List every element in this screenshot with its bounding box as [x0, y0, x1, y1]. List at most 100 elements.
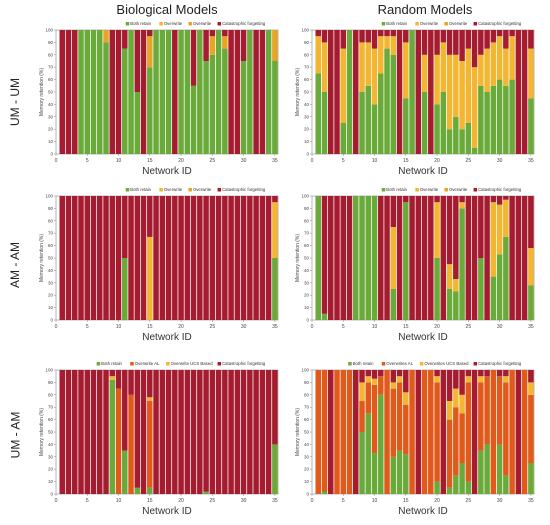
bar-segment: [272, 370, 278, 445]
bar-segment: [478, 85, 484, 154]
bar-segment: [371, 48, 378, 105]
bar-segment: [340, 123, 347, 154]
legend-label: Overwrite AL: [135, 361, 160, 366]
bar-segment: [415, 30, 422, 154]
bar-segment: [240, 196, 247, 320]
bar-segment: [503, 475, 509, 494]
bar-segment: [390, 54, 397, 154]
y-tick-label: 10: [304, 139, 310, 144]
bar-segment: [378, 394, 384, 494]
bar-segment: [390, 36, 397, 55]
y-tick-label: 80: [304, 52, 310, 57]
bar-segment: [203, 30, 209, 61]
bar-segment: [90, 196, 97, 320]
bar-segment: [434, 104, 440, 154]
y-tick-label: 30: [304, 280, 310, 285]
bar-segment: [496, 196, 503, 205]
bar-segment: [359, 370, 365, 383]
bar-segment: [528, 98, 534, 154]
legend-label: Overwrite: [420, 21, 439, 26]
bar-segment: [415, 370, 422, 494]
bar-segment: [147, 401, 153, 488]
bar-segment: [528, 48, 534, 99]
bar-segment: [328, 370, 334, 494]
bar-segment: [153, 370, 159, 494]
legend-swatch: [125, 22, 130, 26]
chart-panel-am-am-bio: 0 10 20 30 40 50 60 70 80 90 100 Memory retention (…: [34, 184, 286, 343]
bar-segment: [134, 487, 141, 494]
bar-segment: [403, 196, 409, 203]
bar-segment: [247, 30, 253, 154]
y-tick-label: 50: [304, 90, 310, 95]
bar-segment: [72, 30, 78, 154]
bar-segment: [390, 30, 397, 37]
row-label-um-am: UM - AM: [0, 375, 30, 495]
bar-segment: [378, 30, 384, 37]
legend-label: Catastrophic forgetting: [222, 187, 266, 192]
bar-segment: [528, 370, 534, 383]
bar-segment: [153, 30, 159, 154]
bar-segment: [509, 36, 515, 80]
bar-segment: [222, 48, 228, 154]
x-tick-label: 35: [272, 158, 278, 164]
bar-segment: [153, 196, 159, 320]
bar-segment: [122, 48, 128, 154]
y-tick-label: 60: [48, 417, 54, 422]
y-tick-label: 80: [48, 392, 54, 397]
bar-segment: [128, 394, 134, 494]
bar-segment: [84, 30, 91, 154]
y-tick-label: 90: [304, 380, 310, 385]
bar-segment: [446, 196, 453, 265]
bar-segment: [209, 196, 216, 320]
bar-segment: [384, 36, 390, 49]
bar-segment: [403, 202, 409, 320]
y-tick-label: 90: [304, 206, 310, 211]
bar-segment: [503, 48, 509, 86]
bar-segment: [403, 392, 409, 405]
bar-segment: [515, 370, 522, 494]
y-tick-label: 80: [304, 392, 310, 397]
bar-segment: [321, 313, 328, 320]
bar-segment: [59, 196, 66, 320]
x-tick-label: 10: [116, 498, 122, 504]
y-tick-label: 0: [306, 492, 309, 497]
y-tick-label: 50: [304, 430, 310, 435]
bar-segment: [465, 48, 472, 123]
bar-segment: [365, 85, 372, 154]
bar-segment: [390, 388, 397, 457]
y-axis-label: Memory retention (%): [39, 234, 45, 282]
bar-segment: [315, 30, 322, 37]
bar-segment: [253, 30, 259, 154]
bar-segment: [428, 196, 434, 320]
bar-segment: [409, 30, 415, 154]
y-tick-label: 0: [50, 152, 53, 157]
bar-segment: [459, 129, 465, 154]
x-axis-label: Network ID: [142, 166, 191, 177]
bar-segment: [459, 208, 465, 320]
bar-segment: [434, 196, 440, 203]
chart-panel-um-um-rand: 0 10 20 30 40 50 60 70 80 90 100 Memory retention (…: [290, 18, 542, 177]
bar-segment: [484, 196, 490, 320]
bar-segment: [465, 382, 472, 482]
legend-swatch: [166, 362, 170, 366]
bar-segment: [365, 370, 372, 377]
bar-segment: [240, 30, 247, 61]
bar-segment: [272, 258, 278, 320]
x-tick-label: 15: [403, 498, 409, 504]
bar-segment: [403, 454, 409, 494]
bar-segment: [434, 202, 440, 258]
x-tick-label: 5: [86, 498, 89, 504]
y-tick-label: 70: [48, 405, 54, 410]
x-axis-label: Network ID: [142, 332, 191, 343]
bar-segment: [265, 30, 272, 154]
bar-segment: [503, 199, 509, 237]
bar-segment: [453, 370, 459, 389]
y-tick-label: 30: [48, 454, 54, 459]
bar-segment: [396, 196, 403, 320]
bar-segment: [396, 376, 403, 383]
bar-segment: [240, 370, 247, 494]
y-tick-label: 40: [304, 442, 310, 447]
bar-segment: [109, 370, 116, 377]
bar-segment: [434, 481, 440, 494]
x-axis-label: Network ID: [398, 166, 447, 177]
